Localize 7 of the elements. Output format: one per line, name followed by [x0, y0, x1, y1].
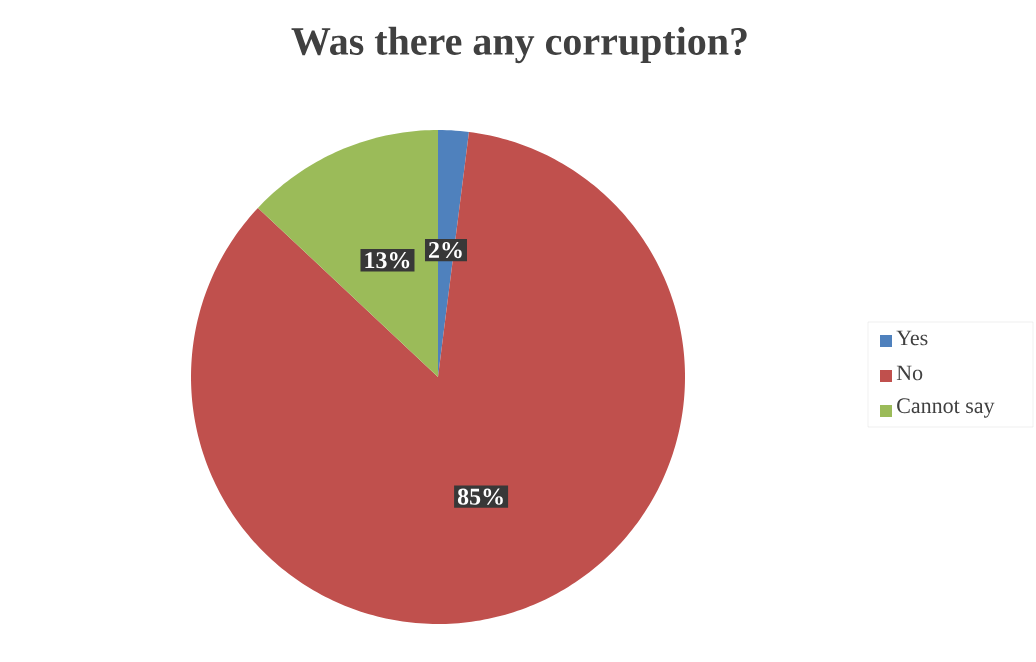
data-label: 13% — [365, 252, 410, 269]
legend-label: Yes — [896, 330, 928, 346]
data-label: 2% — [429, 241, 462, 259]
chart-title: Was there any corruption? — [291, 26, 747, 64]
legend-label: No — [896, 365, 923, 381]
legend-label: Cannot say — [897, 398, 995, 418]
data-label: 85% — [457, 488, 503, 505]
